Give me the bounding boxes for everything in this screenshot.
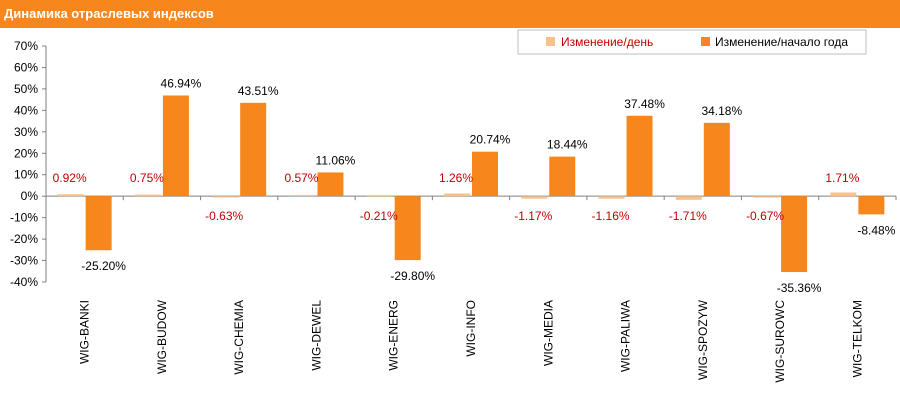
bar-ytd-wig-media [549, 156, 576, 197]
bar-ytd-wig-telkom [858, 196, 885, 215]
x-tick-label-wig-budow: WIG-BUDOW [155, 299, 169, 374]
legend-swatch-daily [546, 37, 555, 46]
y-tick-label: -40% [10, 275, 38, 289]
bar-daily-wig-telkom [830, 192, 857, 197]
y-tick-label: -20% [10, 232, 38, 246]
y-tick-label: 10% [14, 168, 38, 182]
label-ytd-wig-media: 18.44% [547, 138, 588, 152]
y-tick-label: 20% [14, 146, 38, 160]
bar-daily-wig-dewel [289, 194, 316, 197]
label-daily-wig-spozyw: -1.71% [669, 209, 707, 223]
bar-ytd-wig-surowc [781, 196, 808, 273]
label-daily-wig-telkom: 1.71% [825, 171, 859, 185]
legend-swatch-ytd [701, 37, 710, 46]
bar-ytd-wig-paliwa [626, 115, 653, 197]
header-title: Динамика отраслевых индексов [4, 6, 214, 21]
chart-header: Динамика отраслевых индексов [0, 0, 900, 28]
label-daily-wig-banki: 0.92% [53, 171, 87, 185]
x-tick-label-wig-info: WIG-INFO [464, 300, 478, 357]
label-ytd-wig-banki: -25.20% [81, 259, 126, 273]
x-tick-label-wig-telkom: WIG-TELKOM [850, 300, 864, 377]
label-daily-wig-media: -1.17% [514, 209, 552, 223]
legend-label-daily: Изменение/день [561, 35, 653, 49]
label-daily-wig-chemia: -0.63% [205, 209, 243, 223]
y-tick-label: -30% [10, 254, 38, 268]
label-ytd-wig-dewel: 11.06% [316, 153, 356, 167]
bar-ytd-wig-spozyw [703, 122, 730, 197]
bar-daily-wig-banki [57, 194, 84, 197]
x-tick-label-wig-paliwa: WIG-PALIWA [619, 300, 633, 372]
y-tick-label: 30% [14, 125, 38, 139]
legend-label-ytd: Изменение/начало года [715, 35, 848, 49]
label-daily-wig-energ: -0.21% [360, 209, 398, 223]
bar-ytd-wig-chemia [240, 102, 267, 197]
bar-daily-wig-spozyw [675, 196, 702, 200]
label-ytd-wig-paliwa: 37.48% [624, 97, 665, 111]
x-tick-label-wig-media: WIG-MEDIA [541, 300, 555, 366]
bar-daily-wig-energ [366, 196, 393, 197]
bar-ytd-wig-info [472, 151, 498, 197]
x-tick-label-wig-spozyw: WIG-SPOZYW [696, 299, 710, 380]
y-tick-label: 0% [21, 189, 39, 203]
label-daily-wig-paliwa: -1.16% [592, 209, 630, 223]
label-daily-wig-budow: 0.75% [130, 171, 164, 185]
y-tick-label: -10% [10, 211, 38, 225]
label-daily-wig-dewel: 0.57% [284, 171, 318, 185]
label-ytd-wig-budow: 46.94% [161, 76, 202, 90]
label-ytd-wig-energ: -29.80% [390, 269, 435, 283]
bar-daily-wig-media [521, 196, 548, 199]
bar-daily-wig-chemia [212, 196, 239, 198]
label-ytd-wig-spozyw: 34.18% [701, 104, 742, 118]
x-tick-label-wig-dewel: WIG-DEWEL [309, 300, 323, 371]
bar-daily-wig-surowc [753, 196, 780, 198]
bar-ytd-wig-dewel [317, 172, 344, 197]
label-ytd-wig-telkom: -8.48% [857, 223, 895, 237]
x-tick-label-wig-banki: WIG-BANKI [78, 300, 92, 364]
bar-daily-wig-budow [134, 194, 161, 197]
label-daily-wig-info: 1.26% [439, 171, 473, 185]
x-tick-label-wig-surowc: WIG-SUROWC [773, 300, 787, 383]
label-ytd-wig-chemia: 43.51% [238, 84, 279, 98]
x-tick-label-wig-chemia: WIG-CHEMIA [232, 300, 246, 375]
y-tick-label: 40% [14, 103, 38, 117]
bar-ytd-wig-budow [162, 95, 189, 197]
y-tick-label: 50% [14, 82, 38, 96]
bar-daily-wig-info [444, 193, 470, 197]
y-tick-label: 60% [14, 60, 38, 74]
label-ytd-wig-info: 20.74% [470, 133, 511, 147]
label-daily-wig-surowc: -0.67% [746, 209, 784, 223]
x-tick-label-wig-energ: WIG-ENERG [387, 300, 401, 371]
y-tick-label: 70% [14, 39, 38, 53]
label-ytd-wig-surowc: -35.36% [777, 281, 822, 295]
bar-ytd-wig-banki [85, 196, 112, 251]
bar-ytd-wig-energ [394, 196, 421, 261]
bar-daily-wig-paliwa [598, 196, 625, 199]
legend-box [517, 29, 867, 55]
